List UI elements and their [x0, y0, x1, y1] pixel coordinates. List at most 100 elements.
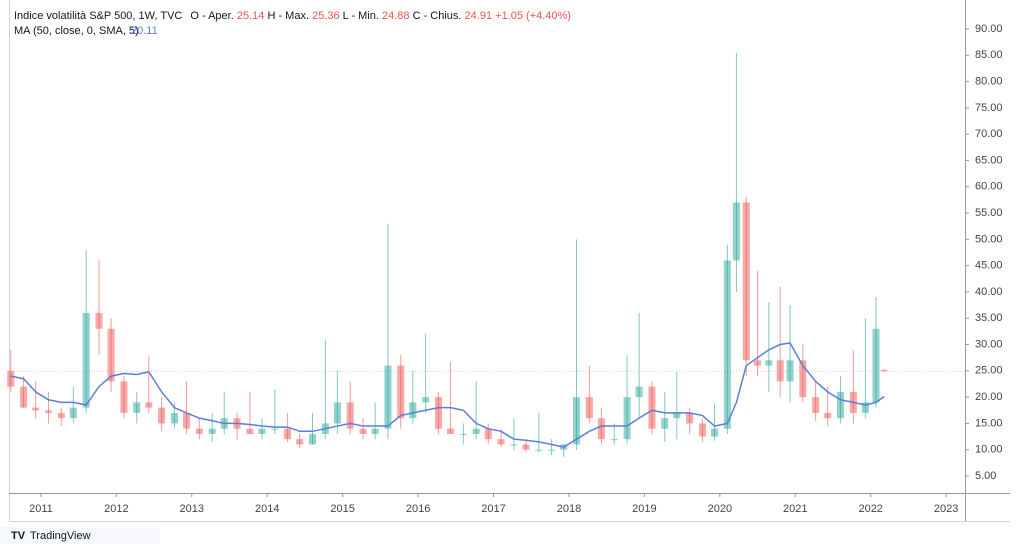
candle-body: [776, 360, 784, 382]
close-value: 24.91: [465, 10, 493, 22]
high-value: 25.36: [312, 10, 340, 22]
y-tick-label: 25.00: [975, 365, 1003, 377]
low-label: L - Min.: [343, 10, 379, 22]
x-tick-label: 2017: [481, 503, 505, 515]
candle-body: [610, 439, 618, 441]
y-tick-label: 40.00: [975, 286, 1003, 298]
candle-body: [754, 360, 762, 366]
candle-body: [397, 365, 405, 419]
candle-body: [522, 444, 530, 450]
y-tick-label: 70.00: [975, 128, 1003, 140]
candle-body: [409, 402, 417, 419]
x-tick-label: 2021: [783, 503, 807, 515]
candle-body: [742, 202, 750, 361]
x-tick-label: 2011: [29, 503, 53, 515]
candle-body: [32, 407, 40, 411]
candle-body: [384, 365, 392, 429]
x-tick-label: 2012: [104, 503, 128, 515]
candle-body: [880, 370, 888, 372]
plot-area: [7, 52, 965, 458]
candle-body: [95, 312, 103, 329]
candle-body: [120, 381, 128, 413]
brand-logo: TV: [11, 530, 26, 542]
change-value: +1.05 (+4.40%): [495, 10, 571, 22]
ohlc-readout: O - Aper. 25.14 H - Max. 25.36 L - Min. …: [190, 10, 571, 22]
candle-body: [711, 428, 719, 437]
candle-body: [308, 433, 317, 445]
candle-body: [698, 423, 707, 437]
candle-body: [359, 428, 367, 434]
candle-body: [346, 402, 354, 429]
candle-body: [786, 360, 794, 382]
candle-body: [333, 402, 341, 424]
open-label: O - Aper.: [190, 10, 233, 22]
candle-body: [861, 402, 869, 413]
candle-body: [812, 397, 820, 413]
candle-body: [837, 391, 845, 419]
candle-body: [434, 397, 442, 429]
candle-body: [208, 428, 216, 434]
y-tick-label: 60.00: [975, 181, 1003, 193]
candle-body: [7, 370, 15, 387]
candle-body: [648, 386, 656, 429]
candle-body: [572, 397, 581, 445]
candle-body: [195, 428, 203, 434]
y-tick-label: 50.00: [975, 233, 1003, 245]
candle-body: [799, 360, 807, 398]
candle-body: [732, 202, 740, 261]
candle-body: [510, 444, 518, 446]
open-value: 25.14: [237, 10, 265, 22]
y-tick-label: 85.00: [975, 49, 1003, 61]
candle-body: [284, 428, 292, 440]
candle-body: [635, 386, 643, 398]
candle-body: [623, 397, 631, 440]
candle-body: [447, 428, 455, 434]
y-tick-label: 30.00: [975, 338, 1003, 350]
brand-name: TradingView: [30, 530, 91, 542]
candle-body: [158, 407, 166, 424]
symbol-title: Indice volatilità S&P 500, 1W, TVC: [14, 10, 182, 22]
low-value: 24.88: [382, 10, 410, 22]
y-tick-label: 65.00: [975, 154, 1003, 166]
candle-body: [484, 428, 492, 440]
candle-body: [145, 402, 153, 408]
candle-body: [872, 328, 880, 403]
candle-body: [673, 412, 681, 419]
y-tick-label: 10.00: [975, 444, 1003, 456]
candle-body: [585, 397, 593, 419]
x-tick-label: 2023: [934, 503, 958, 515]
candle-body: [497, 439, 505, 445]
candle-body: [661, 418, 669, 429]
candle-body: [459, 433, 467, 435]
y-tick-label: 35.00: [975, 312, 1003, 324]
candle-body: [246, 428, 254, 434]
candle-body: [107, 328, 115, 382]
x-tick-label: 2020: [708, 503, 732, 515]
x-tick-label: 2022: [858, 503, 882, 515]
candle-body: [170, 412, 178, 424]
y-tick-label: 5.00: [975, 470, 996, 482]
candle-body: [182, 412, 191, 429]
y-tick-label: 15.00: [975, 417, 1003, 429]
x-tick-label: 2016: [406, 503, 430, 515]
y-tick-label: 80.00: [975, 75, 1003, 87]
ma-line: [10, 342, 885, 448]
candle-body: [548, 449, 556, 451]
branding: TV TradingView: [0, 527, 160, 544]
x-tick-label: 2019: [632, 503, 656, 515]
candle-body: [723, 260, 731, 429]
x-tick-label: 2015: [330, 503, 354, 515]
brand-bg: [0, 527, 160, 544]
candle-body: [296, 439, 304, 445]
candle-body: [271, 428, 279, 430]
x-tick-label: 2014: [255, 503, 279, 515]
y-tick-label: 90.00: [975, 23, 1003, 35]
y-tick-label: 55.00: [975, 207, 1003, 219]
close-label: C - Chius.: [413, 10, 462, 22]
candle-body: [686, 412, 694, 424]
candle-body: [472, 428, 480, 434]
ma-value: 20.11: [131, 25, 158, 37]
high-label: H - Max.: [267, 10, 309, 22]
